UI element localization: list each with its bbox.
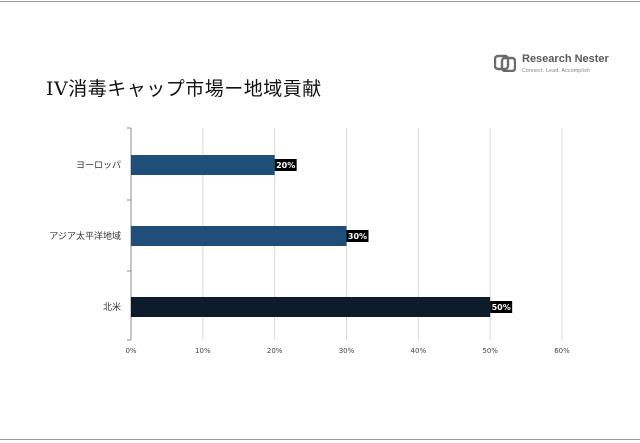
category-label: ヨーロッパ <box>76 160 121 171</box>
chart-title: IV消毒キャップ市場ー地域貢献 <box>46 78 322 100</box>
x-tick-label: 10% <box>195 347 211 355</box>
x-tick-label: 0% <box>125 347 136 355</box>
data-label-bg <box>490 301 513 313</box>
logo-name: Research Nester <box>522 53 609 65</box>
x-tick-label: 50% <box>482 347 498 355</box>
research-nester-logo-icon <box>494 54 516 72</box>
category-label: アジア太平洋地域 <box>49 230 121 242</box>
bar <box>131 297 491 317</box>
data-label: 20% <box>276 161 295 170</box>
x-tick-label: 20% <box>267 347 283 355</box>
bar <box>131 226 347 246</box>
bar <box>131 155 275 175</box>
data-label-bg <box>346 230 369 242</box>
company-logo: Research Nester Connect. Lead. Accomplis… <box>494 52 609 78</box>
data-label-bg <box>274 159 297 171</box>
x-tick-label: 60% <box>554 347 570 355</box>
data-label: 30% <box>348 232 367 241</box>
x-tick-label: 30% <box>339 347 355 355</box>
top-rule <box>0 1 640 2</box>
logo-tagline: Connect. Lead. Accomplish <box>522 68 591 74</box>
category-label: 北米 <box>103 301 121 313</box>
bottom-rule <box>0 439 640 440</box>
data-label: 50% <box>492 303 511 312</box>
x-tick-label: 40% <box>411 347 427 355</box>
